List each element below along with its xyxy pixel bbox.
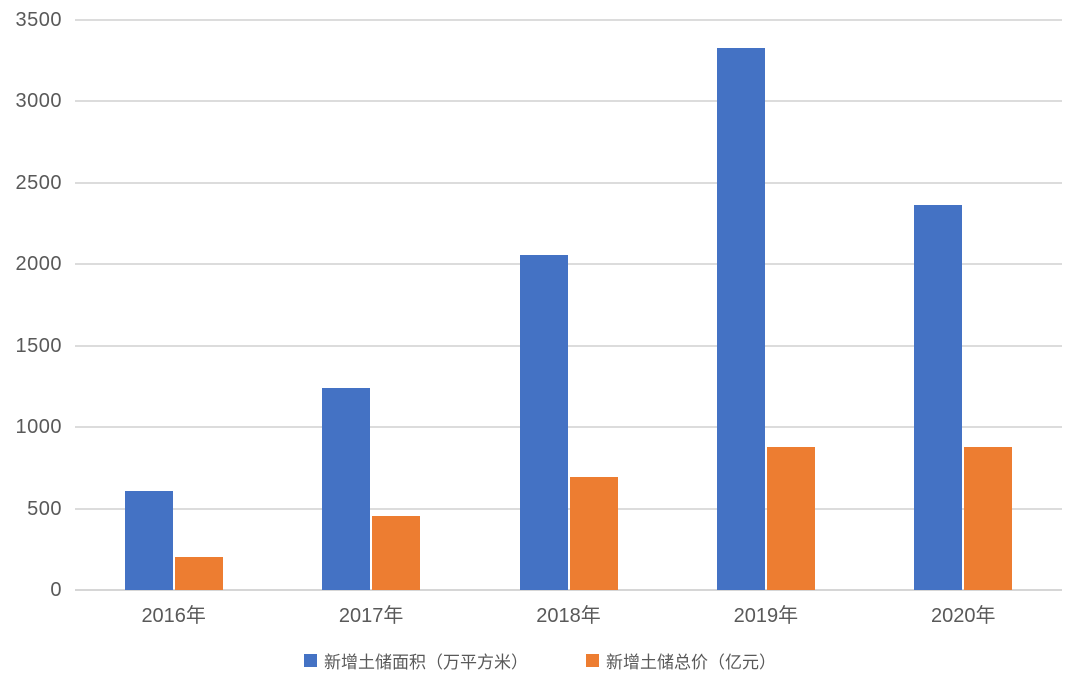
bar-land-price-2016	[174, 557, 223, 590]
bar-group-2019	[716, 20, 815, 590]
bar-land-area-2020	[914, 204, 963, 590]
gridline	[75, 100, 1062, 103]
bar-group-2017	[322, 20, 421, 590]
y-tick-label: 500	[27, 497, 62, 520]
gridline	[75, 507, 1062, 510]
x-tick-label-2017: 2017年	[338, 605, 404, 627]
y-tick-label: 3500	[15, 9, 62, 31]
gridline	[75, 344, 1062, 347]
x-tick-label-2018: 2018年	[536, 605, 601, 627]
y-tick-label: 2500	[15, 171, 62, 194]
y-tick-label: 3000	[15, 90, 62, 113]
x-tick-label-2019: 2019年	[733, 605, 799, 627]
bar-land-area-2017	[322, 388, 371, 590]
bar-land-area-2019	[716, 47, 765, 590]
legend-label-land-price: 新增土储总价（亿元）	[606, 653, 776, 672]
gridline	[75, 19, 1062, 21]
bar-land-area-2016	[124, 491, 173, 590]
bar-group-2018	[519, 20, 618, 590]
gridline	[75, 426, 1062, 429]
legend: 新增土储面积（万平方米） 新增土储总价（亿元）	[0, 648, 1080, 673]
gridline	[75, 181, 1062, 184]
bar-land-price-2019	[766, 446, 815, 590]
bar-land-price-2020	[964, 446, 1013, 590]
x-tick-label-2020: 2020年	[931, 605, 996, 627]
legend-swatch-land-price-icon	[586, 654, 599, 667]
y-tick-label: 0	[50, 579, 62, 601]
x-axis: 2016年 2017年 2018年 2019年 2020年	[75, 600, 1062, 630]
legend-label-land-area: 新增土储面积（万平方米）	[324, 653, 528, 672]
legend-item-land-price: 新增土储总价（亿元）	[586, 648, 776, 673]
bar-group-2020	[914, 20, 1013, 590]
gridline	[75, 263, 1062, 266]
y-axis: 0 500 1000 1500 2000 2500 3000 3500	[0, 10, 62, 600]
legend-swatch-land-area-icon	[304, 654, 317, 667]
plot-area	[75, 19, 1062, 591]
x-tick-label-2016: 2016年	[141, 605, 206, 627]
bar-group-2016	[124, 20, 223, 590]
y-tick-label: 2000	[15, 253, 62, 276]
bar-land-price-2017	[372, 515, 421, 590]
x-axis-line	[75, 589, 1062, 591]
y-tick-label: 1500	[15, 334, 62, 357]
bar-land-area-2018	[519, 255, 568, 590]
bar-land-price-2018	[569, 476, 618, 590]
legend-item-land-area: 新增土储面积（万平方米）	[304, 648, 528, 673]
y-tick-label: 1000	[15, 416, 62, 439]
